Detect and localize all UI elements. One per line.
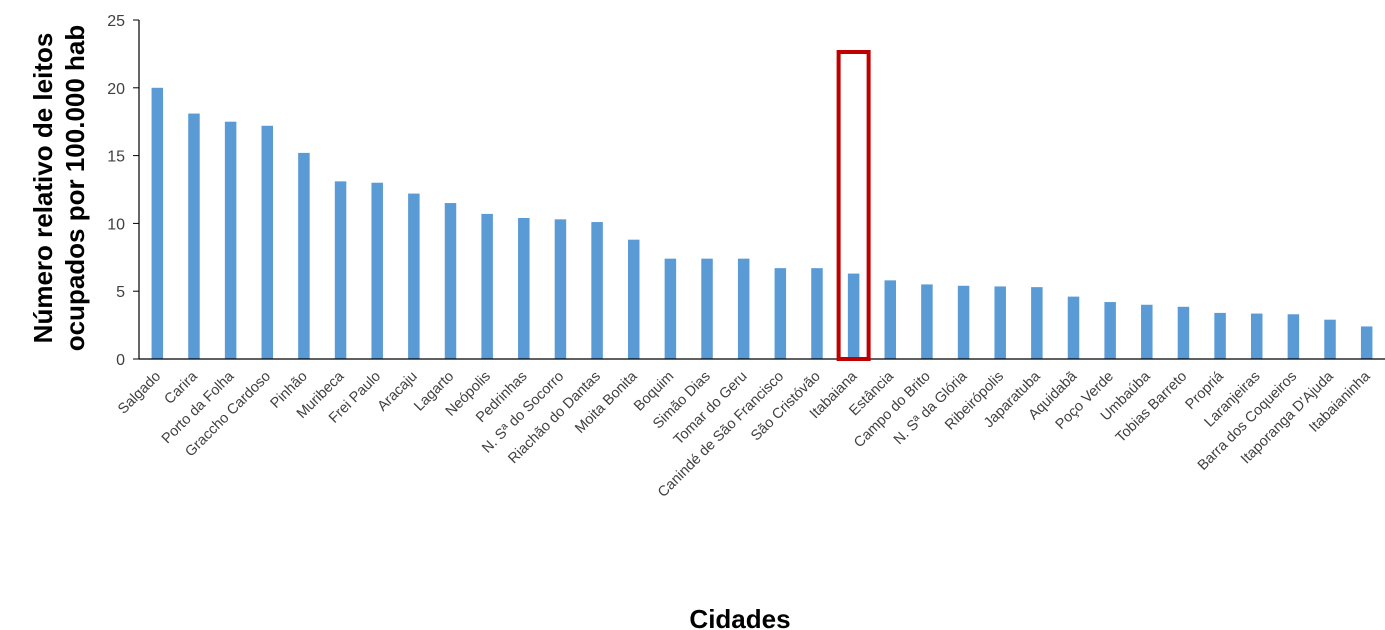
bar (847, 273, 860, 359)
bar (994, 286, 1006, 359)
bar (554, 219, 567, 359)
x-tick-label: Salgado (115, 369, 164, 418)
bar (444, 203, 457, 359)
bar (481, 213, 493, 359)
highlight-box (836, 50, 871, 361)
x-tick-label: Aracaju (375, 369, 421, 415)
bar (921, 284, 933, 359)
bar (334, 181, 347, 359)
bar (518, 217, 530, 359)
y-tick-label: 0 (116, 352, 125, 369)
bar (957, 285, 970, 359)
bar (1250, 313, 1263, 359)
bar (408, 193, 420, 359)
bar (1177, 306, 1190, 359)
bar (188, 113, 200, 360)
y-tick-label: 20 (107, 81, 125, 98)
bar (701, 258, 713, 359)
y-tick-label: 15 (107, 149, 125, 166)
x-axis-title: Cidades (689, 604, 790, 630)
y-tick-label: 10 (107, 216, 125, 233)
y-axis-title-line-2: ocupados por 100.000 hab (60, 25, 90, 352)
bar (1067, 296, 1080, 359)
bar (774, 268, 787, 359)
bar (261, 125, 274, 359)
bar (1104, 302, 1116, 359)
bar (1324, 319, 1336, 359)
bar (627, 239, 640, 359)
bars (151, 87, 1373, 360)
y-axis-title: Número relativo de leitos ocupados por 1… (28, 25, 90, 352)
bar (591, 222, 603, 359)
bar (151, 87, 164, 360)
bar (1031, 287, 1043, 359)
bar (1214, 312, 1226, 359)
bar (224, 121, 237, 359)
bar (737, 258, 750, 359)
bar (811, 268, 823, 359)
y-tick-label: 5 (116, 284, 125, 301)
bar (664, 258, 677, 359)
bar (1287, 314, 1300, 359)
bar (371, 182, 383, 359)
bar (298, 152, 310, 359)
bar (884, 280, 897, 359)
bar (1360, 326, 1373, 359)
bar (1141, 304, 1153, 359)
y-axis-title-line-1: Número relativo de leitos (28, 33, 58, 344)
y-axis-ticks: 0 5 10 15 20 25 (107, 13, 139, 369)
y-tick-label: 25 (107, 13, 125, 30)
